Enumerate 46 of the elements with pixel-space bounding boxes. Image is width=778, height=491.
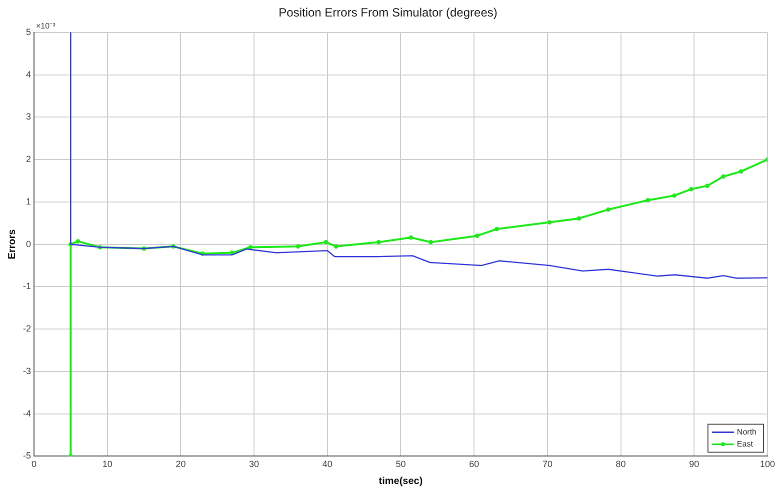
- x-tick-label: 50: [396, 459, 406, 470]
- x-axis-title: time(sec): [378, 476, 423, 487]
- y-tick-label: -2: [22, 324, 31, 334]
- point: [606, 207, 611, 212]
- y-tick-label: 5: [26, 26, 31, 37]
- y-tick-label: -1: [22, 281, 31, 292]
- point: [646, 198, 650, 202]
- x-tick-label: 80: [616, 459, 626, 470]
- point: [376, 240, 381, 244]
- y-tick-label: 3: [26, 112, 31, 122]
- x-tick-label: 30: [249, 459, 260, 470]
- y-tick-label: 0: [26, 238, 31, 249]
- y-tick-label: -3: [22, 366, 31, 376]
- point: [76, 239, 80, 244]
- point: [547, 220, 552, 224]
- y-axis-title: Errors: [6, 228, 18, 260]
- y-tick-label: 2: [26, 154, 31, 164]
- legend-label: East: [736, 439, 754, 448]
- x-tick-label: 90: [689, 459, 700, 470]
- x-tick-label: 20: [176, 459, 186, 470]
- point: [689, 187, 694, 192]
- point: [494, 226, 500, 232]
- x-tick-label: 100: [760, 459, 776, 470]
- point: [721, 174, 726, 179]
- x-tick-label: 10: [102, 459, 112, 470]
- point: [705, 184, 710, 188]
- point: [334, 244, 338, 249]
- y-tick-label: -4: [22, 408, 31, 418]
- point: [738, 169, 744, 174]
- y-tick-label: 1: [26, 196, 31, 206]
- point: [408, 235, 414, 240]
- point: [672, 193, 677, 198]
- point: [324, 240, 328, 244]
- x-tick-label: 70: [542, 459, 552, 470]
- point: [428, 240, 434, 244]
- y-tick-label: -5: [22, 450, 31, 461]
- chart-title: Position Errors From Simulator (degrees): [278, 6, 498, 20]
- legend-label: North: [736, 427, 756, 436]
- point: [576, 216, 582, 221]
- x-tick-label: 60: [469, 459, 480, 470]
- point: [474, 234, 480, 238]
- point: [248, 245, 253, 250]
- x-tick-label: 40: [322, 459, 332, 470]
- text: ×10⁻³: [36, 22, 56, 31]
- y-tick-label: 4: [26, 69, 31, 80]
- point: [296, 244, 300, 249]
